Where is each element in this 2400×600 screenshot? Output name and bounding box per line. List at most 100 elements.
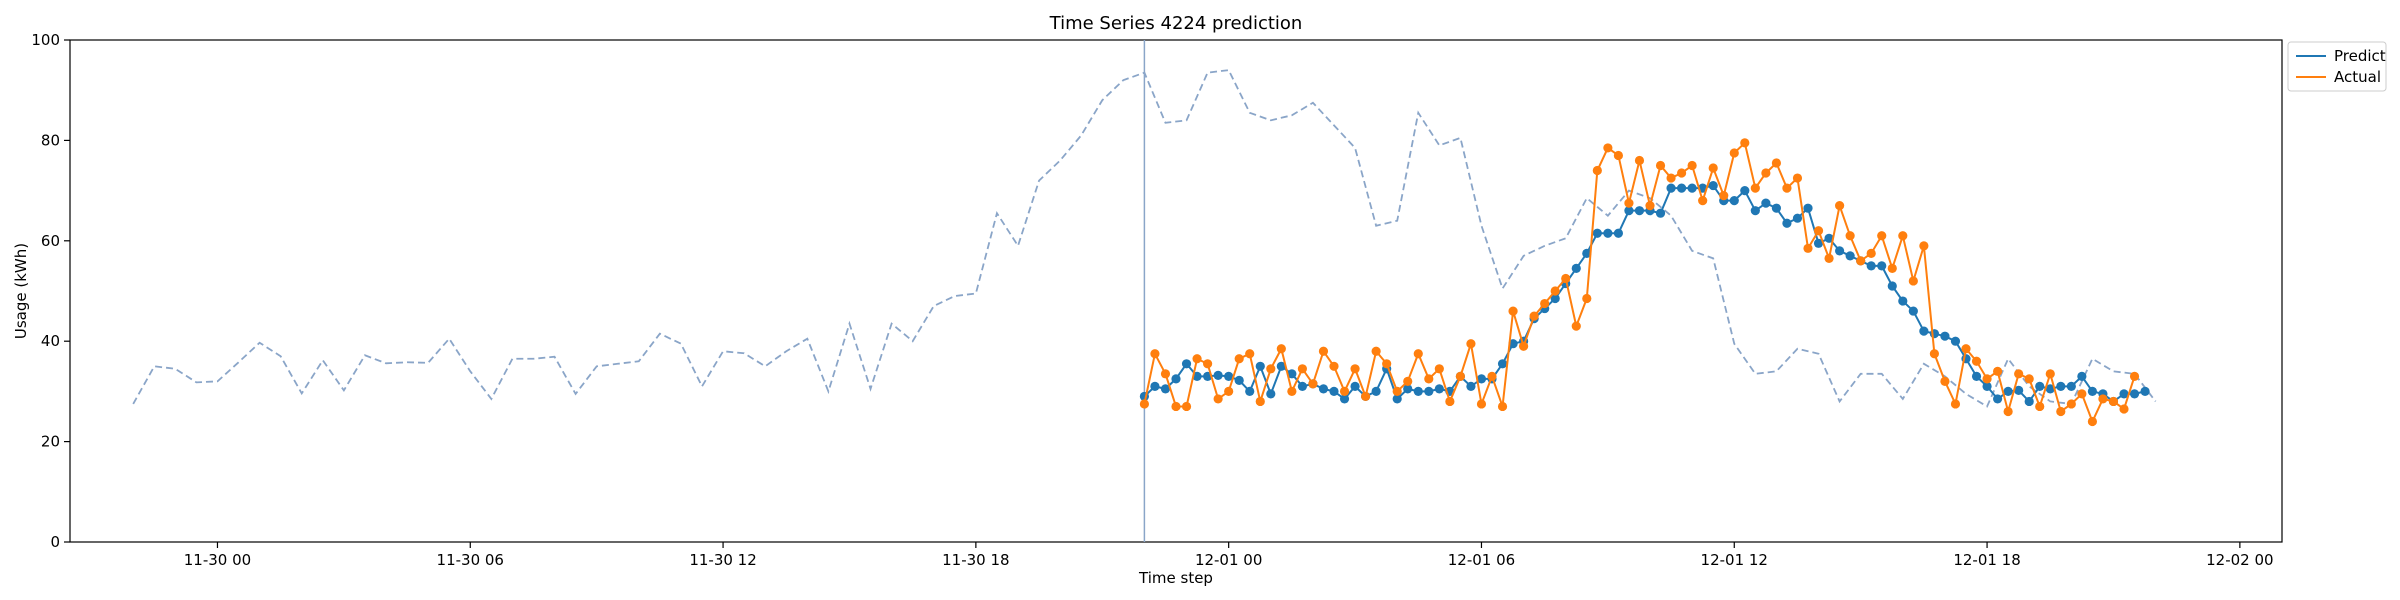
predict-point	[1403, 384, 1413, 394]
actual-point	[1887, 263, 1897, 274]
legend-predict-label: Predict	[2334, 47, 2386, 65]
predict-point	[1255, 361, 1265, 371]
actual-point	[1940, 376, 1950, 386]
actual-point	[1192, 354, 1202, 364]
plot-frame	[69, 39, 2283, 543]
actual-point	[1150, 349, 1160, 359]
predict-point	[1276, 361, 1286, 371]
predict-point	[2119, 389, 2129, 399]
predict-point	[1750, 206, 1760, 216]
actual-series-points	[1139, 138, 2140, 427]
predict-point	[1971, 371, 1982, 381]
actual-point	[2014, 369, 2024, 379]
predict-point	[1771, 203, 1781, 213]
actual-point	[1276, 344, 1286, 354]
predict-point	[1392, 394, 1402, 404]
actual-point	[1287, 386, 1297, 396]
actual-point	[1329, 361, 1339, 371]
actual-point	[1487, 371, 1497, 381]
predict-point	[1982, 381, 1992, 391]
predict-point	[1877, 261, 1887, 271]
actual-point	[1592, 165, 1602, 176]
actual-point	[1740, 138, 1750, 148]
actual-point	[1603, 143, 1613, 153]
actual-point	[1719, 191, 1729, 201]
predict-point	[1655, 208, 1666, 218]
predict-point	[1571, 263, 1581, 274]
actual-point	[1824, 253, 1834, 263]
predict-point	[1171, 374, 1181, 384]
actual-point	[1929, 349, 1939, 359]
actual-point	[1224, 386, 1234, 396]
predict-point	[1813, 238, 1824, 248]
x-axis: 11-30 00 11-30 06 11-30 12 11-30 18 12-01 00…	[184, 542, 2274, 569]
predict-point	[2014, 385, 2024, 395]
x-tick-label: 12-02 00	[2206, 551, 2273, 569]
predict-point	[2140, 386, 2150, 396]
actual-point	[2024, 374, 2034, 384]
predict-point	[1866, 261, 1876, 271]
actual-point	[2098, 394, 2108, 404]
predict-point	[1297, 381, 1307, 391]
actual-point	[1424, 374, 1434, 384]
actual-point	[1803, 243, 1813, 253]
predict-point	[1666, 183, 1676, 193]
x-tick-label: 12-01 00	[1195, 551, 1262, 569]
actual-point	[1266, 364, 1276, 374]
predict-point	[1634, 206, 1645, 216]
predict-point	[1192, 371, 1202, 381]
predict-point	[1592, 228, 1602, 238]
actual-point	[1961, 344, 1971, 354]
actual-point	[1540, 298, 1550, 309]
y-axis: 0 20 40 60 80 100	[31, 31, 70, 551]
actual-point	[1750, 183, 1760, 193]
x-tick-label: 11-30 18	[942, 551, 1009, 569]
actual-point	[1371, 346, 1381, 356]
predict-point	[2056, 381, 2066, 391]
predict-point	[1476, 374, 1487, 384]
predict-point	[1624, 206, 1634, 216]
actual-point	[1529, 311, 1539, 321]
actual-point	[1613, 150, 1623, 161]
actual-point	[1845, 231, 1855, 241]
predict-point	[1181, 359, 1192, 369]
predict-point	[1740, 186, 1750, 196]
actual-point	[2108, 396, 2119, 407]
actual-point	[1445, 396, 1455, 407]
actual-point	[2077, 389, 2087, 399]
actual-point	[1181, 401, 1192, 412]
actual-point	[1203, 359, 1213, 369]
actual-point	[1655, 160, 1666, 171]
predict-point	[1160, 384, 1171, 394]
legend: Predict Actual	[2287, 41, 2387, 92]
legend-frame	[2287, 41, 2387, 92]
actual-point	[1245, 349, 1255, 359]
actual-point	[2066, 399, 2076, 409]
actual-point	[1403, 376, 1413, 386]
y-tick-label: 60	[41, 232, 60, 250]
actual-point	[2119, 404, 2129, 414]
actual-point	[1339, 386, 1350, 396]
predict-point	[1245, 386, 1255, 396]
actual-point	[1255, 396, 1265, 407]
x-tick-label: 11-30 12	[689, 551, 756, 569]
predict-point	[2087, 386, 2097, 396]
predict-point	[1613, 228, 1623, 238]
actual-point	[1361, 391, 1371, 402]
predict-point	[1950, 336, 1961, 346]
actual-point	[1160, 369, 1171, 379]
predict-point	[1729, 196, 1739, 206]
predict-point	[2077, 371, 2087, 381]
predict-point	[1919, 326, 1929, 336]
x-tick-label: 11-30 06	[437, 551, 504, 569]
predict-point	[1318, 384, 1329, 394]
actual-point	[1835, 201, 1845, 211]
predict-point	[1677, 183, 1687, 193]
x-tick-label: 12-01 18	[1953, 551, 2020, 569]
predict-point	[1371, 386, 1381, 396]
actual-point	[2003, 406, 2013, 417]
actual-point	[1687, 160, 1697, 171]
predict-point	[1803, 203, 1813, 213]
actual-point	[1908, 276, 1918, 286]
